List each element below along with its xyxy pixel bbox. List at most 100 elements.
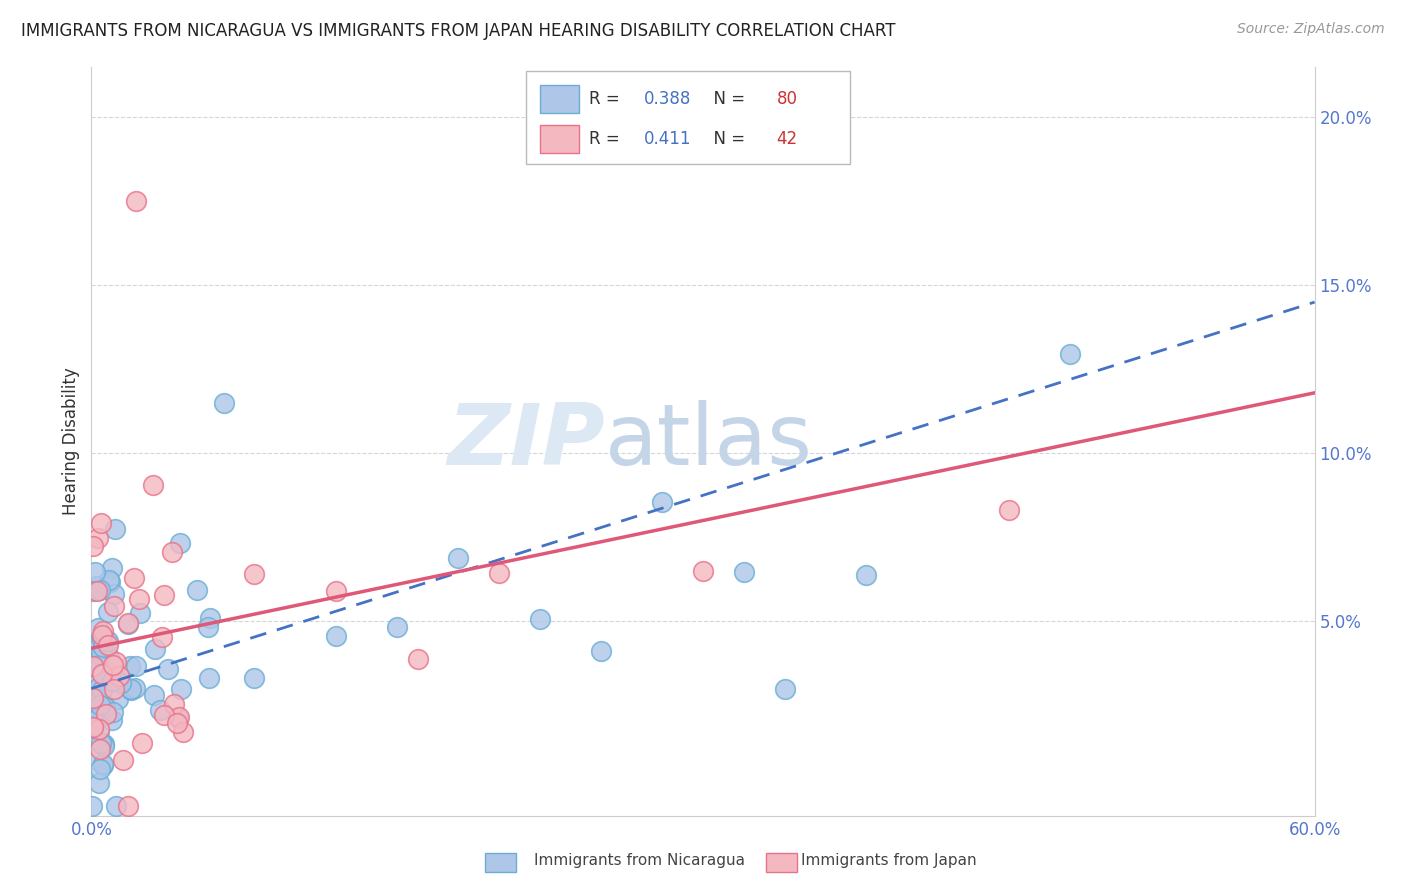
Point xyxy=(101,560,124,574)
Point xyxy=(93,698,115,712)
Point xyxy=(91,683,114,698)
Point xyxy=(84,643,107,657)
Text: 0.388: 0.388 xyxy=(644,90,692,108)
Point xyxy=(385,620,409,634)
Point xyxy=(488,566,510,580)
Point xyxy=(94,700,117,714)
Point xyxy=(120,682,142,697)
Point xyxy=(103,706,125,720)
Point xyxy=(998,503,1021,517)
Point xyxy=(96,633,118,648)
Point xyxy=(131,736,153,750)
Text: ZIP: ZIP xyxy=(447,400,605,483)
Point xyxy=(90,665,112,680)
Point xyxy=(84,652,107,666)
Y-axis label: Hearing Disability: Hearing Disability xyxy=(62,368,80,516)
Point xyxy=(90,633,112,648)
Point xyxy=(108,669,131,683)
Point xyxy=(93,737,115,751)
Point xyxy=(93,640,115,654)
Point xyxy=(84,657,107,672)
Point xyxy=(86,621,108,635)
Text: R =: R = xyxy=(589,90,626,108)
Point xyxy=(733,566,755,580)
Point xyxy=(91,758,114,772)
Point xyxy=(153,588,176,602)
Point xyxy=(212,396,235,410)
Point xyxy=(243,672,266,686)
Point xyxy=(447,551,470,566)
Point xyxy=(105,799,128,814)
Point xyxy=(591,643,613,657)
FancyBboxPatch shape xyxy=(526,70,849,164)
Point xyxy=(98,573,121,587)
Point xyxy=(163,697,186,711)
Point xyxy=(90,685,112,699)
Point xyxy=(141,478,163,492)
Point xyxy=(90,737,112,751)
Point xyxy=(101,673,124,688)
Point xyxy=(160,545,183,559)
Point xyxy=(118,658,141,673)
Point xyxy=(89,762,111,776)
Point xyxy=(89,672,111,686)
Point xyxy=(153,707,176,722)
Point xyxy=(91,757,114,772)
Point xyxy=(157,662,180,676)
Text: N =: N = xyxy=(703,90,751,108)
Point xyxy=(89,658,111,673)
Point xyxy=(529,612,551,626)
Point xyxy=(87,654,110,668)
Point xyxy=(169,710,191,724)
Point xyxy=(103,587,125,601)
Point xyxy=(150,630,173,644)
Point xyxy=(166,716,188,731)
Point xyxy=(87,531,110,545)
Point xyxy=(117,799,139,814)
Point xyxy=(91,624,114,639)
Point xyxy=(692,564,714,578)
Point xyxy=(82,584,104,599)
Text: N =: N = xyxy=(703,130,751,148)
Bar xyxy=(540,125,579,153)
Text: atlas: atlas xyxy=(605,400,813,483)
Point xyxy=(186,583,208,598)
Point xyxy=(773,681,796,696)
Point xyxy=(89,698,111,712)
Point xyxy=(105,656,128,670)
Point xyxy=(86,583,108,598)
Point xyxy=(82,720,104,734)
Point xyxy=(87,722,110,736)
Point xyxy=(325,629,347,643)
Point xyxy=(89,742,111,756)
Point xyxy=(91,667,114,681)
Point xyxy=(143,642,166,657)
Point xyxy=(406,652,429,666)
Point xyxy=(103,657,125,672)
Point xyxy=(172,724,194,739)
Point xyxy=(124,681,146,695)
Point xyxy=(197,671,219,685)
Text: Source: ZipAtlas.com: Source: ZipAtlas.com xyxy=(1237,22,1385,37)
Point xyxy=(90,628,112,642)
Text: 80: 80 xyxy=(776,90,797,108)
Text: 0.411: 0.411 xyxy=(644,130,692,148)
Bar xyxy=(540,85,579,113)
Point xyxy=(111,753,134,767)
Point xyxy=(167,711,190,725)
Point xyxy=(82,752,104,766)
Point xyxy=(89,582,111,597)
Point xyxy=(107,692,129,706)
Point xyxy=(198,611,221,625)
Point xyxy=(83,721,105,735)
Point xyxy=(98,574,121,589)
Text: R =: R = xyxy=(589,130,626,148)
Point xyxy=(82,690,104,705)
Text: Immigrants from Japan: Immigrants from Japan xyxy=(801,854,977,868)
Point xyxy=(243,566,266,581)
Point xyxy=(86,712,108,726)
Point xyxy=(86,700,108,714)
Point xyxy=(117,617,139,632)
Point xyxy=(101,713,124,727)
Point xyxy=(97,649,120,664)
